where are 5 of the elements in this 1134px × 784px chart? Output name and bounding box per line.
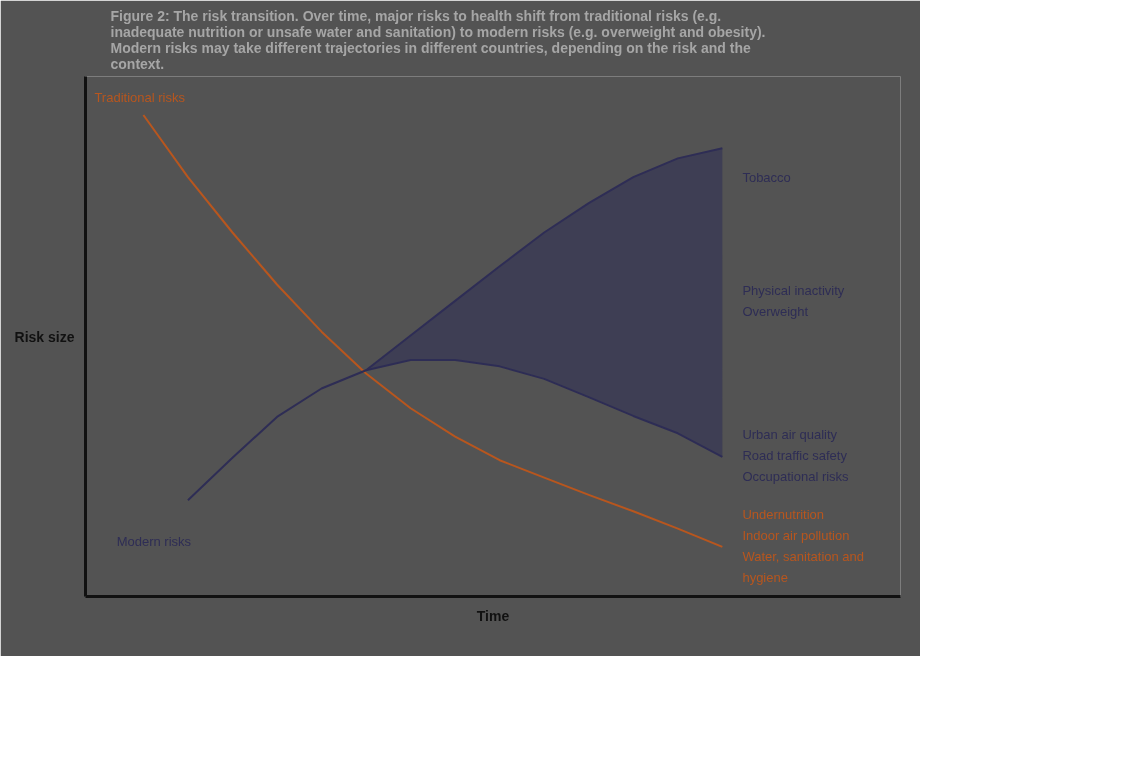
series-label: Traditional risks <box>94 90 186 106</box>
chart-title: Figure 2: The risk transition. Over time, major risks to health shift from traditional risks (e.g. inadequate nutrition or unsafe water and sanitation) to modern risks (e.g. overweight and obesity). Modern risks may take different trajectories in different countries, depending on the risk and the context. <box>110 7 766 72</box>
annotation: Undernutrition Indoor air pollution Water, sanitation and hygiene <box>742 507 865 586</box>
x-axis-title: Time <box>476 607 510 624</box>
y-axis-title: Risk size <box>14 328 75 345</box>
